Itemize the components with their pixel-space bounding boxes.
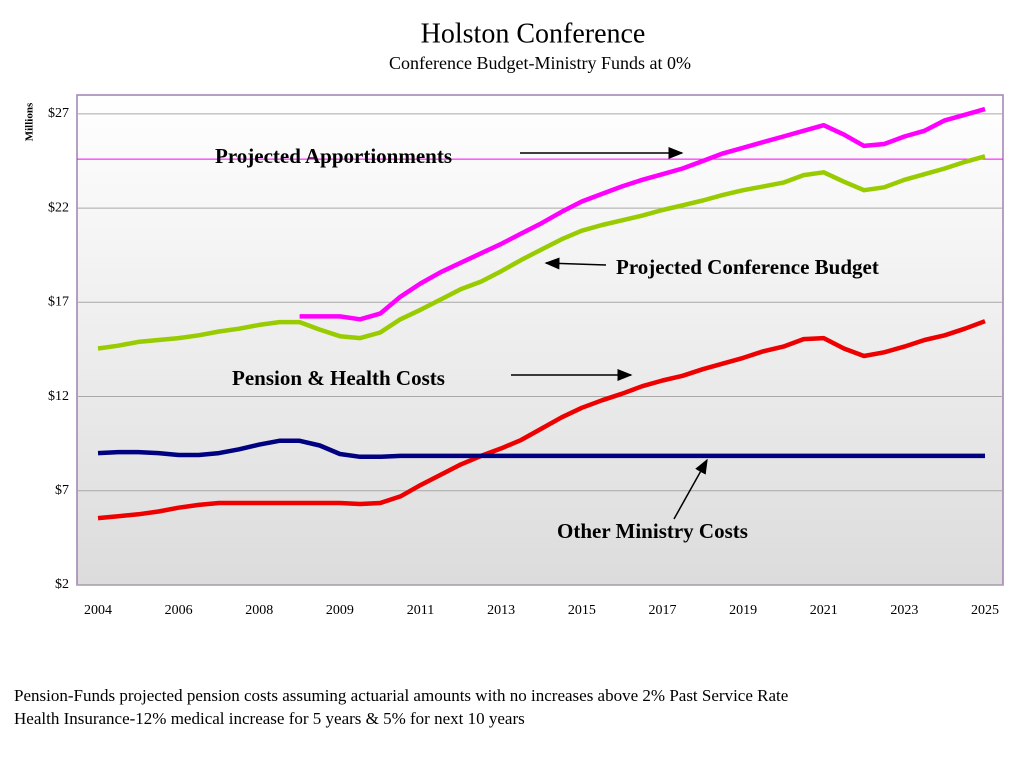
y-tick-label: $12 <box>48 389 69 404</box>
footnote: Health Insurance-12% medical increase fo… <box>14 709 525 728</box>
x-tick-label: 2011 <box>407 603 434 618</box>
y-tick-label: $27 <box>48 106 69 121</box>
y-tick-label: $17 <box>48 295 69 310</box>
y-axis-label: Millions <box>24 102 36 141</box>
x-tick-label: 2006 <box>165 603 193 618</box>
plot-area <box>76 94 1004 586</box>
y-tick-label: $2 <box>55 577 69 592</box>
series-line <box>97 154 986 351</box>
annotation: Pension & Health Costs <box>232 366 445 390</box>
x-tick-label: 2004 <box>84 603 112 618</box>
x-tick-label: 2025 <box>971 603 999 618</box>
y-tick-label: $22 <box>48 200 69 215</box>
x-tick-label: 2023 <box>890 603 918 618</box>
x-tick-label: 2013 <box>487 603 515 618</box>
annotation: Other Ministry Costs <box>557 519 748 543</box>
x-tick-label: 2017 <box>648 603 676 618</box>
series-line <box>97 319 986 521</box>
x-tick-label: 2009 <box>326 603 354 618</box>
y-tick-label: $7 <box>55 483 69 498</box>
annotation: Projected Conference Budget <box>616 255 879 279</box>
x-tick-label: 2021 <box>810 603 838 618</box>
series-line <box>299 106 986 322</box>
x-tick-label: 2008 <box>245 603 273 618</box>
chart-subtitle: Conference Budget-Ministry Funds at 0% <box>389 53 691 73</box>
annotation: Projected Apportionments <box>215 144 452 168</box>
arrow <box>673 458 708 520</box>
series-line <box>97 438 985 460</box>
arrow <box>544 257 607 270</box>
footnote: Pension-Funds projected pension costs as… <box>14 686 788 705</box>
chart-title: Holston Conference <box>421 18 646 49</box>
x-tick-label: 2019 <box>729 603 757 618</box>
x-tick-label: 2015 <box>568 603 596 618</box>
